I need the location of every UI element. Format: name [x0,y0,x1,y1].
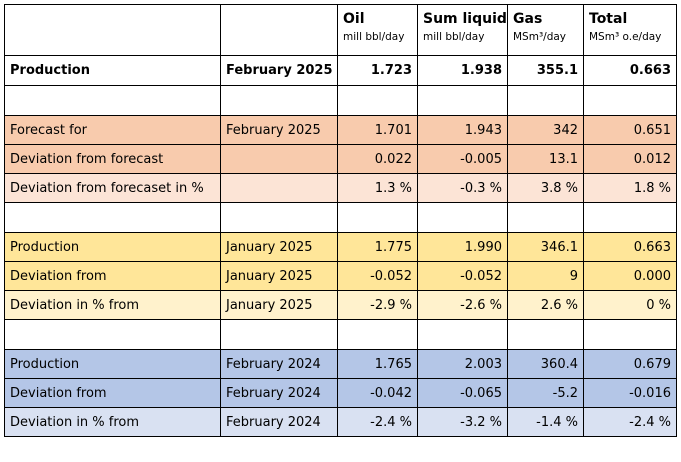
previous-month-deviation-total: 0.000 [583,261,677,291]
previous-month-deviation-pct-label: Deviation in % from [4,290,221,320]
previous-year-deviation-pct-row: Deviation in % from February 2024 -2.4 %… [4,407,677,437]
previous-month-deviation-label: Deviation from [4,261,221,291]
previous-year-deviation-period: February 2024 [220,378,338,408]
forecast-total: 0.651 [583,115,677,145]
previous-month-production-gas: 346.1 [507,232,584,262]
previous-year-production-period: February 2024 [220,349,338,379]
forecast-period: February 2025 [220,115,338,145]
previous-month-production-oil: 1.775 [337,232,418,262]
previous-year-production-total: 0.679 [583,349,677,379]
previous-year-deviation-liquid: -0.065 [417,378,508,408]
production-table: Oil mill bbl/day Sum liquid mill bbl/day G… [4,4,677,437]
header-liquid-name: Sum liquid [423,11,507,27]
previous-year-deviation-oil: -0.042 [337,378,418,408]
forecast-row: Forecast for February 2025 1.701 1.943 3… [4,115,677,145]
forecast-deviation-row: Deviation from forecast 0.022 -0.005 13.… [4,144,677,174]
header-oil-unit: mill bbl/day [343,31,405,43]
header-oil-name: Oil [343,11,365,27]
previous-month-deviation-pct-row: Deviation in % from January 2025 -2.9 % … [4,290,677,320]
header-cell-liquid: Sum liquid mill bbl/day [417,4,508,56]
forecast-deviation-pct-total: 1.8 % [583,173,677,203]
previous-year-deviation-label: Deviation from [4,378,221,408]
previous-year-deviation-gas: -5.2 [507,378,584,408]
previous-month-deviation-oil: -0.052 [337,261,418,291]
previous-month-deviation-pct-liquid: -2.6 % [417,290,508,320]
forecast-deviation-pct-gas: 3.8 % [507,173,584,203]
previous-month-deviation-pct-oil: -2.9 % [337,290,418,320]
forecast-deviation-gas: 13.1 [507,144,584,174]
production-gas: 355.1 [507,55,584,86]
previous-month-deviation-pct-total: 0 % [583,290,677,320]
forecast-deviation-pct-period [220,173,338,203]
previous-year-deviation-pct-gas: -1.4 % [507,407,584,437]
forecast-deviation-total: 0.012 [583,144,677,174]
forecast-deviation-pct-oil: 1.3 % [337,173,418,203]
previous-month-deviation-pct-gas: 2.6 % [507,290,584,320]
previous-year-deviation-total: -0.016 [583,378,677,408]
forecast-deviation-pct-liquid: -0.3 % [417,173,508,203]
spacer-row [4,319,677,350]
header-total-unit: MSm³ o.e/day [589,31,662,43]
header-gas-unit: MSm³/day [513,31,567,43]
previous-month-production-period: January 2025 [220,232,338,262]
production-period: February 2025 [220,55,338,86]
previous-year-deviation-pct-label: Deviation in % from [4,407,221,437]
header-cell-total: Total MSm³ o.e/day [583,4,677,56]
header-row: Oil mill bbl/day Sum liquid mill bbl/day G… [4,4,677,56]
forecast-deviation-liquid: -0.005 [417,144,508,174]
previous-month-production-row: Production January 2025 1.775 1.990 346.… [4,232,677,262]
header-cell-gas: Gas MSm³/day [507,4,584,56]
previous-month-deviation-pct-period: January 2025 [220,290,338,320]
forecast-label: Forecast for [4,115,221,145]
previous-month-deviation-liquid: -0.052 [417,261,508,291]
header-gas-name: Gas [513,11,543,27]
forecast-deviation-oil: 0.022 [337,144,418,174]
production-total: 0.663 [583,55,677,86]
production-label: Production [4,55,221,86]
header-liquid-unit: mill bbl/day [423,31,485,43]
previous-year-production-oil: 1.765 [337,349,418,379]
spacer-row [4,202,677,233]
previous-year-deviation-pct-oil: -2.4 % [337,407,418,437]
previous-month-production-liquid: 1.990 [417,232,508,262]
header-cell-period [220,4,338,56]
previous-year-production-liquid: 2.003 [417,349,508,379]
production-oil: 1.723 [337,55,418,86]
spacer-row [4,85,677,116]
previous-year-deviation-pct-total: -2.4 % [583,407,677,437]
previous-month-production-label: Production [4,232,221,262]
header-total-name: Total [589,11,628,27]
previous-month-deviation-period: January 2025 [220,261,338,291]
previous-month-deviation-row: Deviation from January 2025 -0.052 -0.05… [4,261,677,291]
production-row: Production February 2025 1.723 1.938 355… [4,55,677,86]
previous-month-deviation-gas: 9 [507,261,584,291]
previous-year-deviation-pct-liquid: -3.2 % [417,407,508,437]
previous-year-production-row: Production February 2024 1.765 2.003 360… [4,349,677,379]
previous-year-production-label: Production [4,349,221,379]
previous-year-production-gas: 360.4 [507,349,584,379]
production-liquid: 1.938 [417,55,508,86]
header-cell-oil: Oil mill bbl/day [337,4,418,56]
previous-year-deviation-pct-period: February 2024 [220,407,338,437]
forecast-oil: 1.701 [337,115,418,145]
previous-month-production-total: 0.663 [583,232,677,262]
forecast-deviation-pct-row: Deviation from forecaset in % 1.3 % -0.3… [4,173,677,203]
forecast-gas: 342 [507,115,584,145]
forecast-deviation-period [220,144,338,174]
previous-year-deviation-row: Deviation from February 2024 -0.042 -0.0… [4,378,677,408]
forecast-deviation-pct-label: Deviation from forecaset in % [4,173,221,203]
header-cell-label [4,4,221,56]
forecast-liquid: 1.943 [417,115,508,145]
forecast-deviation-label: Deviation from forecast [4,144,221,174]
